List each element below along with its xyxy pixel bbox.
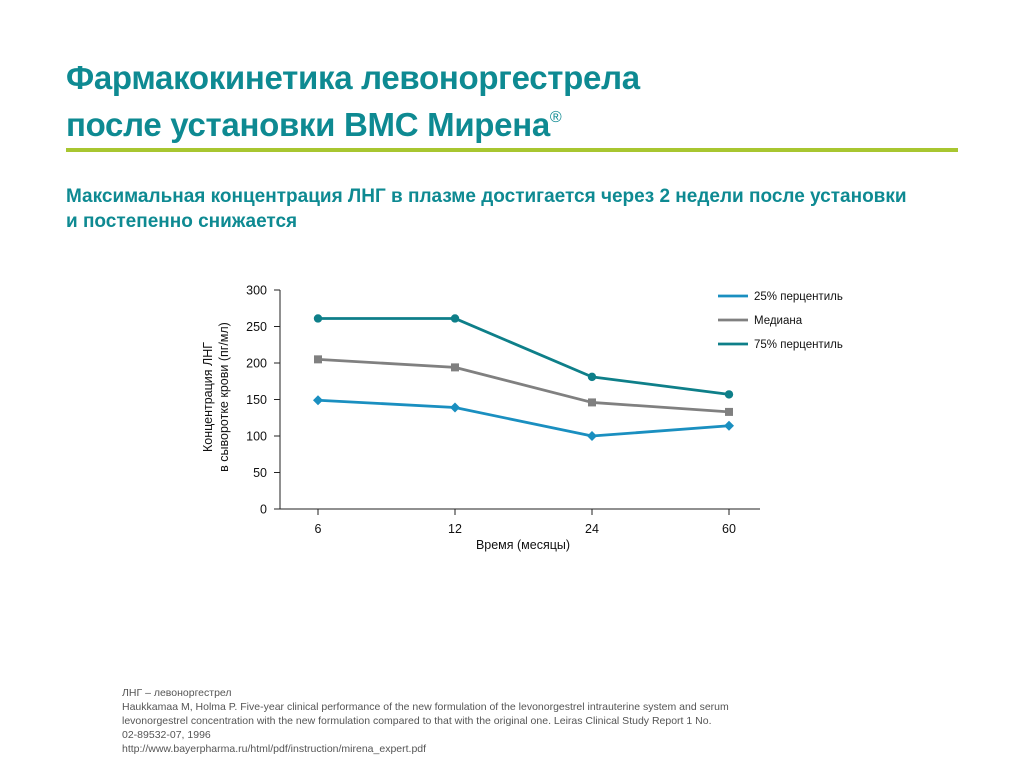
x-tick-label: 12 <box>448 522 462 536</box>
legend-item: Медиана <box>718 315 803 327</box>
x-tick-label: 6 <box>315 522 322 536</box>
footnotes: ЛНГ – левоноргестрел Haukkamaa M, Holma … <box>122 686 782 756</box>
x-axis-label: Время (месяцы) <box>476 538 570 552</box>
slide-subtitle-line-2: и постепенно снижается <box>66 211 298 232</box>
data-point <box>724 390 734 399</box>
series-1 <box>313 395 734 441</box>
series-3 <box>313 314 734 399</box>
y-tick-label: 200 <box>246 357 267 371</box>
title-divider <box>66 148 958 152</box>
data-point <box>587 431 597 441</box>
footnote-reference-line-3: 02-89532-07, 1996 <box>122 729 211 741</box>
legend-label: 75% перцентиль <box>754 339 843 351</box>
legend-item: 75% перцентиль <box>718 339 843 351</box>
x-tick-label: 24 <box>585 522 599 536</box>
page-title-line-1: Фармакокинетика левоноргестрела <box>66 59 640 96</box>
data-point <box>450 402 460 413</box>
y-tick-label: 150 <box>246 393 267 407</box>
slide-subtitle-line-1: Максимальная концентрация ЛНГ в плазме д… <box>66 186 907 207</box>
data-point <box>587 372 597 382</box>
footnote-source-link[interactable]: http://www.bayerpharma.ru/html/pdf/instr… <box>122 743 427 755</box>
series-line <box>317 398 730 438</box>
y-tick-label: 100 <box>246 430 267 444</box>
data-point <box>451 363 459 372</box>
chart-legend: 25% перцентиль Медиана 75% перцентиль <box>718 291 843 351</box>
series-line <box>317 357 730 414</box>
y-tick-label: 0 <box>260 503 267 517</box>
y-axis-ticks: 0 50 100 150 200 250 300 <box>246 284 280 517</box>
data-point <box>313 395 323 406</box>
series-2 <box>314 355 733 416</box>
x-tick-label: 60 <box>722 522 736 536</box>
data-point <box>725 407 733 416</box>
data-point <box>313 314 323 323</box>
chart-axes <box>279 290 760 510</box>
data-point <box>450 314 460 323</box>
footnote-reference-line-2: levonorgestrel concentration with the ne… <box>122 715 712 727</box>
data-point <box>588 398 596 407</box>
y-tick-label: 300 <box>246 284 267 298</box>
series-line <box>318 317 730 396</box>
slide-subtitle: Максимальная концентрация ЛНГ в плазме д… <box>66 184 966 234</box>
x-axis-ticks: 6 12 24 60 <box>315 509 736 536</box>
y-tick-label: 50 <box>253 466 267 480</box>
page-title: Фармакокинетика левоноргестрела после ус… <box>66 58 640 145</box>
y-tick-label: 250 <box>246 320 267 334</box>
data-point <box>724 420 734 431</box>
y-axis-label-line-1: Концентрация ЛНГ <box>201 342 215 452</box>
footnote-reference-line-1: Haukkamaa M, Holma P. Five-year clinical… <box>122 701 729 713</box>
y-axis-label-line-2: в сыворотке крови (пг/мл) <box>217 322 231 472</box>
page-title-line-2: после установки ВМС Мирена® <box>66 98 640 145</box>
chart-series <box>313 314 734 441</box>
page-title-line-2-text: после установки ВМС Мирена <box>66 106 550 143</box>
data-point <box>314 355 322 364</box>
legend-label: Медиана <box>754 315 803 327</box>
registered-mark: ® <box>549 109 562 126</box>
footnote-abbreviation: ЛНГ – левоноргестрел <box>122 687 232 699</box>
legend-label: 25% перцентиль <box>754 291 843 303</box>
legend-item: 25% перцентиль <box>718 291 843 303</box>
